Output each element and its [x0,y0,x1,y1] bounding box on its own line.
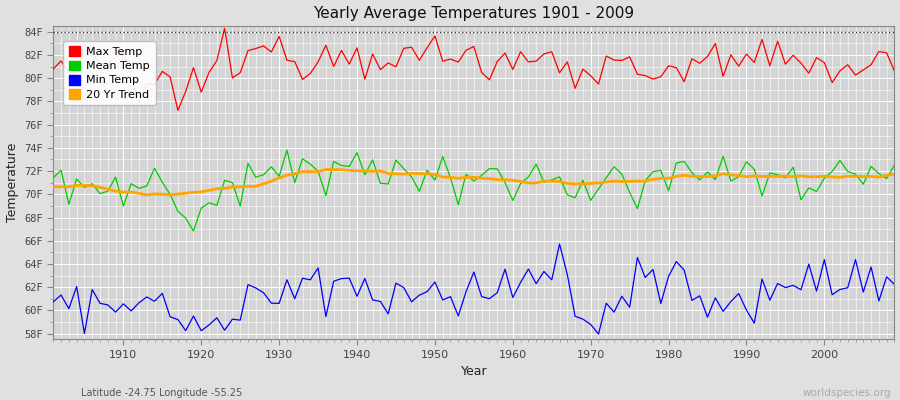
Text: Latitude -24.75 Longitude -55.25: Latitude -24.75 Longitude -55.25 [81,388,242,398]
Text: worldspecies.org: worldspecies.org [803,388,891,398]
Title: Yearly Average Temperatures 1901 - 2009: Yearly Average Temperatures 1901 - 2009 [313,6,634,20]
Legend: Max Temp, Mean Temp, Min Temp, 20 Yr Trend: Max Temp, Mean Temp, Min Temp, 20 Yr Tre… [63,41,156,105]
X-axis label: Year: Year [461,366,487,378]
Y-axis label: Temperature: Temperature [5,143,19,222]
